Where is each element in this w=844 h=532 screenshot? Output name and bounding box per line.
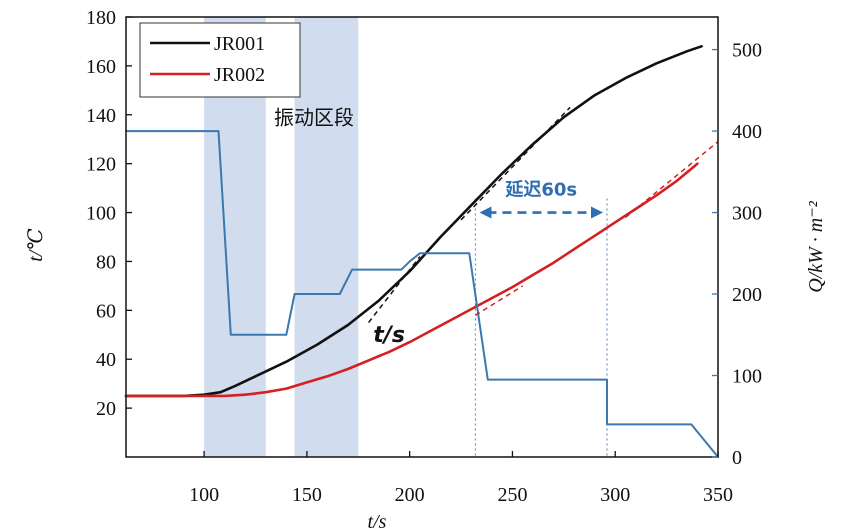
- x-tick-label: 350: [703, 484, 733, 506]
- x-axis-label: t/s: [368, 511, 387, 532]
- y2-tick-label: 100: [732, 366, 762, 388]
- series-line-jr002: [124, 162, 699, 398]
- series-line-jr001: [124, 44, 703, 398]
- delay-arrow-left-head: [479, 206, 492, 219]
- y-tick-label: 180: [86, 7, 116, 29]
- y-tick-label: 120: [86, 154, 116, 176]
- y2-tick-label: 200: [732, 284, 762, 306]
- axis-ticks: 100 150 200 250 300 350 20 40 60 80 100 120 140 160 18…: [86, 7, 762, 506]
- tangent-line: [475, 285, 524, 316]
- delay-arrow-right-head: [591, 206, 603, 219]
- vibration-band: [294, 17, 359, 457]
- plot-frame: [125, 16, 719, 458]
- y2-tick-label: 0: [732, 447, 742, 469]
- y2-axis-label: Q/kW · m⁻²: [805, 200, 827, 293]
- legend-label-jr002: JR002: [214, 64, 265, 86]
- legend-box: [139, 22, 301, 98]
- y-axis-label: t/℃: [25, 228, 47, 262]
- y2-tick-label: 400: [732, 121, 762, 143]
- annotation-vibration-zone: 振动区段: [274, 106, 354, 130]
- y-tick-label: 100: [86, 203, 116, 225]
- legend: JR001 JR002: [139, 22, 301, 98]
- tangent-line: [625, 141, 719, 219]
- tangent-line: [460, 106, 571, 221]
- heat-flux-line: [125, 130, 719, 458]
- tangent-lines: [367, 106, 719, 324]
- y2-tick-label: 500: [732, 40, 762, 62]
- x-tick-label: 100: [189, 484, 219, 506]
- y-tick-label: 20: [96, 398, 116, 420]
- x-tick-label: 300: [600, 484, 630, 506]
- y-tick-label: 140: [86, 105, 116, 127]
- x-tick-label: 250: [497, 484, 527, 506]
- annotation-ts: t/s: [373, 323, 405, 348]
- annotation-delay: 延迟60s: [504, 179, 577, 200]
- reference-lines: [474, 198, 608, 457]
- y-tick-label: 160: [86, 56, 116, 78]
- y-tick-label: 60: [96, 300, 116, 322]
- tangent-line: [367, 256, 421, 324]
- y-tick-label: 40: [96, 349, 116, 371]
- y2-tick-label: 300: [732, 203, 762, 225]
- x-tick-label: 150: [292, 484, 322, 506]
- y-tick-label: 80: [96, 251, 116, 273]
- legend-label-jr001: JR001: [214, 33, 265, 55]
- series-layer: [124, 44, 719, 458]
- x-tick-label: 200: [395, 484, 425, 506]
